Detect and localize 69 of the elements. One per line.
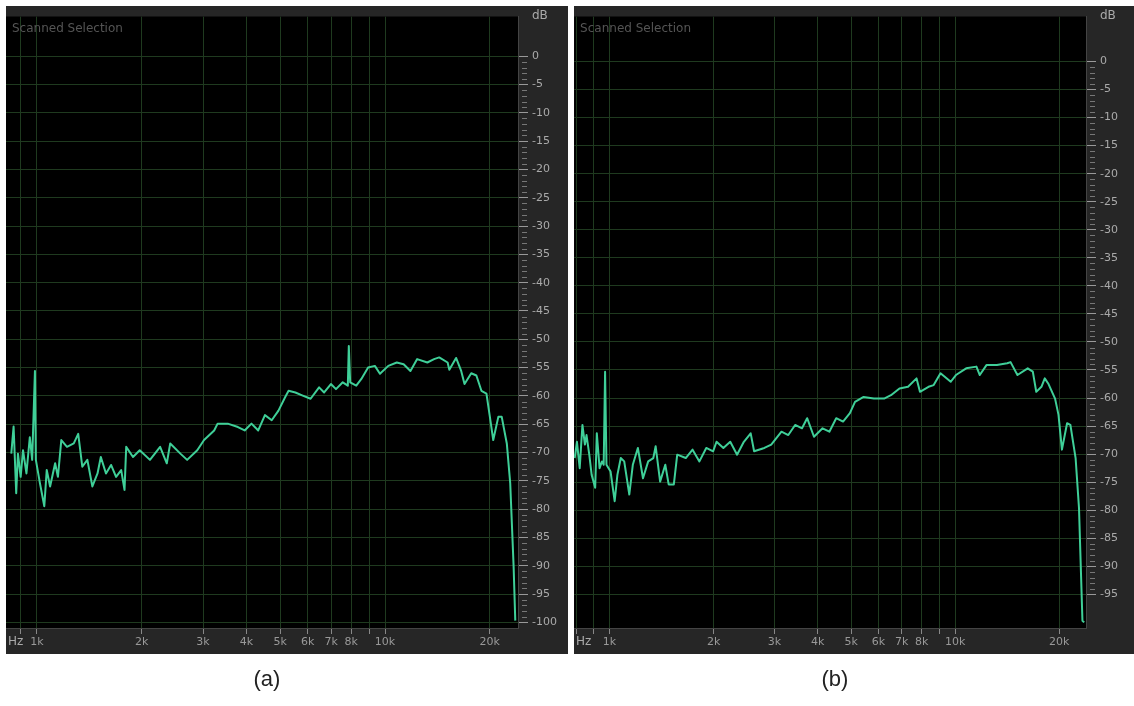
- y-tick-label: -55: [532, 360, 550, 374]
- y-tick-label: -70: [1100, 446, 1118, 460]
- x-tick-label: 8k: [915, 635, 929, 649]
- y-tick-label: -5: [532, 77, 543, 91]
- y-tick-label: -15: [532, 134, 550, 147]
- y-axis-title: dB: [532, 8, 548, 23]
- text: (a): [252, 666, 282, 692]
- x-tick-label: 2k: [706, 635, 721, 649]
- y-tick-label: -20: [532, 162, 550, 176]
- y-tick-label: -40: [1100, 278, 1118, 292]
- y-axis-title: dB: [1100, 8, 1116, 23]
- x-tick-label: 10k: [945, 635, 966, 649]
- y-tick-label: -45: [1100, 306, 1118, 320]
- x-tick-label: 7k: [894, 635, 909, 649]
- y-tick-label: -5: [1100, 82, 1111, 96]
- y-tick-label: -100: [532, 615, 557, 629]
- y-tick-label: -80: [532, 501, 550, 515]
- y-tick-label: -70: [532, 445, 550, 459]
- y-tick-label: -30: [532, 218, 550, 232]
- x-tick-label: 20k: [479, 635, 501, 649]
- x-axis-title: Hz: [576, 634, 592, 649]
- x-tick-label: 4k: [810, 635, 825, 649]
- y-tick-label: -10: [532, 105, 550, 119]
- y-tick-label: -95: [532, 586, 550, 600]
- y-tick-label: -60: [1100, 390, 1118, 404]
- x-tick-label: 4k: [239, 635, 254, 649]
- y-tick-label: -45: [532, 303, 550, 317]
- y-tick-label: 0: [1100, 54, 1107, 68]
- x-tick-label: 8k: [344, 635, 359, 649]
- x-tick-label: 6k: [301, 635, 316, 649]
- y-tick-label: -85: [1100, 531, 1118, 545]
- x-tick-label: 10k: [374, 635, 396, 649]
- x-tick-label: 6k: [871, 635, 886, 649]
- x-tick-label: 1k: [30, 635, 45, 649]
- x-tick-label: 20k: [1049, 635, 1071, 649]
- y-tick-label: -90: [532, 558, 550, 572]
- y-tick-label: -35: [1100, 250, 1118, 264]
- y-tick-label: -60: [532, 388, 550, 402]
- y-tick-label: -25: [1100, 194, 1118, 208]
- y-tick-label: -55: [1100, 362, 1118, 376]
- x-tick-label: 3k: [767, 635, 782, 649]
- y-tick-label: -65: [1100, 418, 1118, 432]
- y-tick-label: -40: [532, 275, 550, 289]
- x-tick-label: 2k: [135, 635, 150, 649]
- y-tick-label: -20: [1100, 166, 1118, 180]
- y-tick-label: -80: [1100, 503, 1118, 517]
- text: (b): [820, 666, 850, 692]
- x-tick-label: 5k: [844, 635, 859, 649]
- y-tick-label: -35: [532, 247, 550, 261]
- y-tick-label: 0: [532, 49, 539, 63]
- y-tick-label: -30: [1100, 222, 1118, 236]
- x-axis-title: Hz: [8, 634, 24, 649]
- y-tick-label: -75: [532, 473, 550, 487]
- y-tick-label: -95: [1100, 587, 1118, 601]
- y-tick-label: -90: [1100, 559, 1118, 573]
- x-tick-label: 3k: [196, 635, 211, 649]
- y-tick-label: -50: [1100, 334, 1118, 348]
- x-tick-label: 1k: [602, 635, 617, 649]
- y-tick-label: -50: [532, 332, 550, 346]
- y-tick-label: -10: [1100, 110, 1118, 124]
- annotation: Scanned Selection: [12, 20, 123, 35]
- y-tick-label: -75: [1100, 475, 1118, 489]
- y-tick-label: -85: [532, 530, 550, 544]
- y-tick-label: -15: [1100, 138, 1118, 152]
- y-tick-label: -65: [532, 417, 550, 431]
- y-tick-label: -25: [532, 190, 550, 204]
- annotation: Scanned Selection: [580, 20, 692, 35]
- x-tick-label: 7k: [324, 635, 339, 649]
- x-tick-label: 5k: [273, 635, 288, 649]
